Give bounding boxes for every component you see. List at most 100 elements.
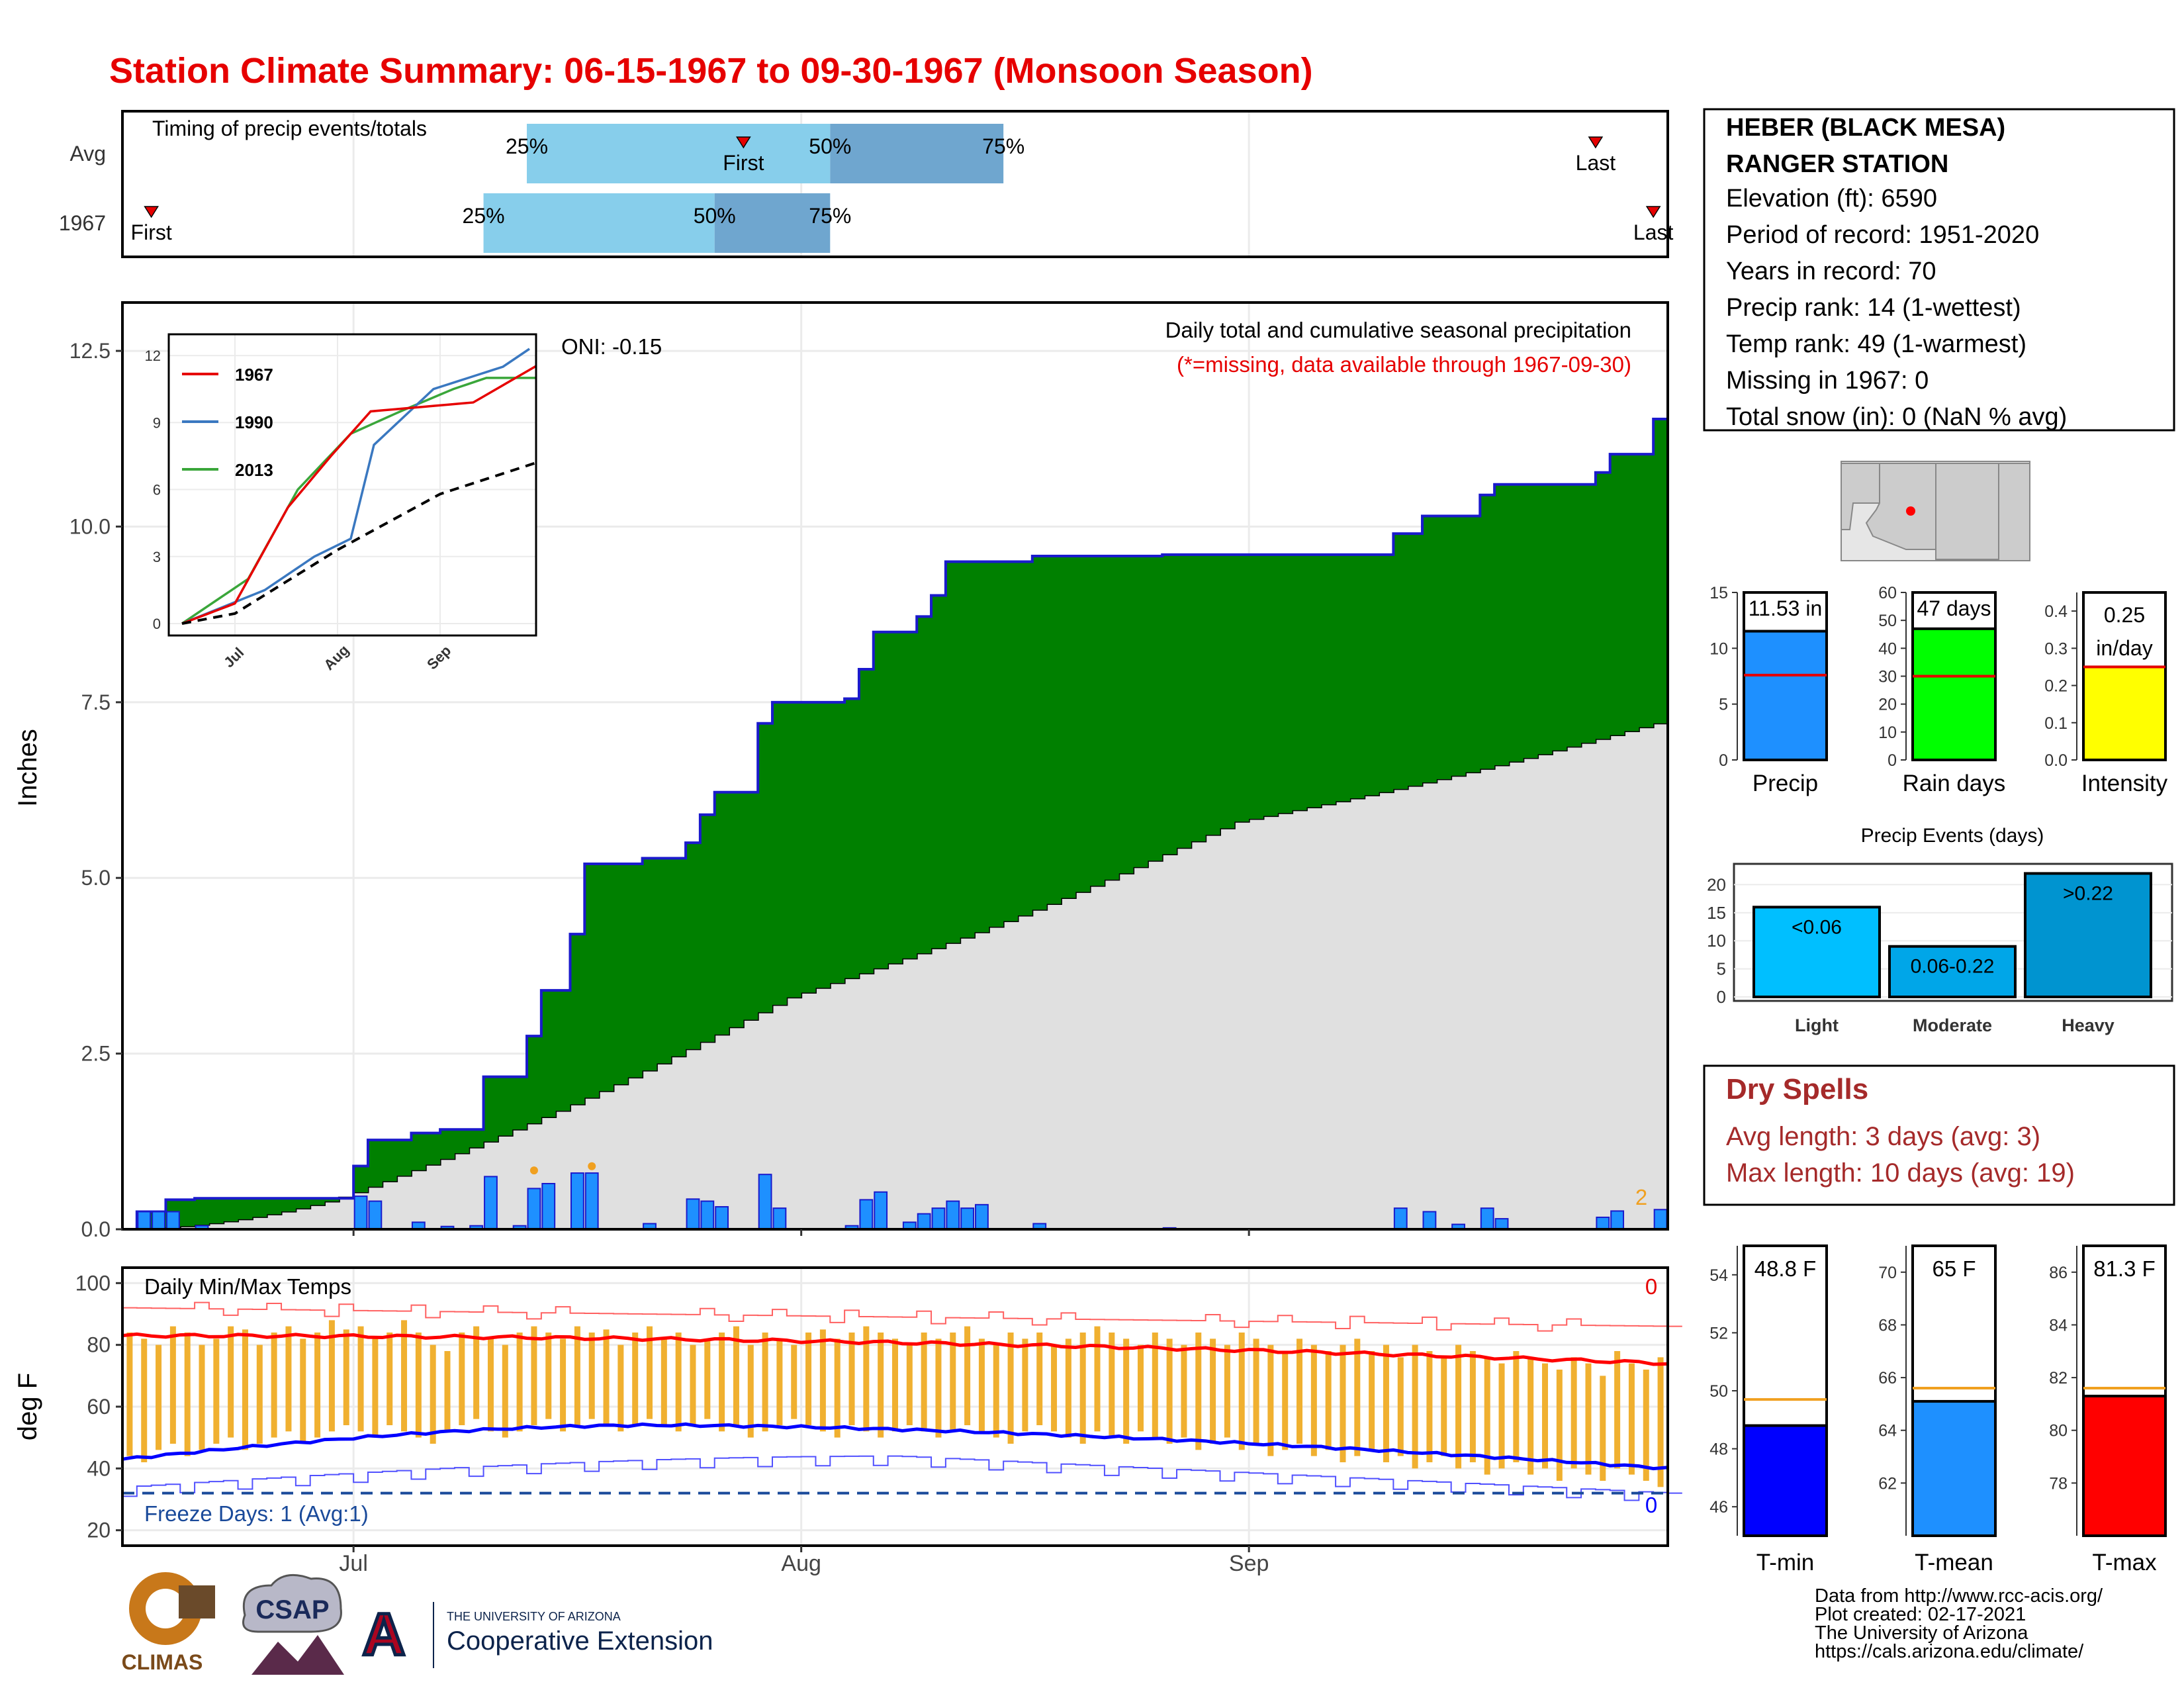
temp-summary-tick-1-3: 68	[1878, 1316, 1897, 1335]
events-inner-2: >0.22	[2063, 882, 2113, 904]
tmin-record-count: 0	[1645, 1493, 1657, 1517]
cumulative-1967-line	[122, 418, 1668, 1231]
avg-cumulative-area	[121, 722, 1669, 1231]
precip-heading: Daily total and cumulative seasonal prec…	[1165, 318, 1631, 342]
temp-label: Daily Min/Max Temps	[144, 1274, 351, 1299]
temp-summary-tick-1-1: 64	[1878, 1422, 1897, 1440]
inset-gridlines	[169, 334, 536, 635]
footer-url: https://cals.arizona.edu/climate/	[1815, 1641, 2084, 1662]
daily-precip-bar	[758, 1174, 772, 1230]
timing-last-marker-0	[1588, 136, 1604, 149]
daily-precip-bar	[1653, 1209, 1668, 1231]
summary-tick-2-1: 0.1	[2044, 714, 2068, 733]
daily-precip-bar	[152, 1211, 165, 1231]
record-tmin-line	[122, 1455, 1682, 1501]
legend-2013-label: 2013	[235, 460, 273, 480]
timing-first-label-0: First	[723, 151, 764, 175]
station-temp-rank: Temp rank: 49 (1-warmest)	[1726, 330, 2026, 358]
summary-tick-2-0: 0.0	[2044, 751, 2068, 770]
events-tick-2: 10	[1707, 931, 1726, 951]
temp-summary-tick-1-2: 66	[1878, 1369, 1897, 1387]
inset-line-1967	[181, 365, 537, 625]
temp-summary-value-2: 81.3 F	[2093, 1256, 2156, 1281]
cumulative-surplus-area	[122, 419, 1668, 1229]
csap-cloud	[242, 1573, 342, 1633]
events-title: Precip Events (days)	[1861, 825, 2044, 847]
daily-precip-bars	[137, 1162, 1668, 1231]
station-location-marker	[1906, 506, 1915, 516]
avg-tmax-line	[122, 1332, 1668, 1366]
ua-a-mark: A	[363, 1602, 406, 1668]
daily-precip-bar	[1393, 1207, 1408, 1230]
station-years: Years in record: 70	[1726, 258, 1936, 285]
precip-ytick-4: 10.0	[69, 514, 111, 538]
daily-precip-bar	[859, 1199, 874, 1231]
summary-tick-1-3: 30	[1878, 668, 1897, 686]
timing-q2-bar-0	[830, 124, 1004, 183]
dry-spells-title: Dry Spells	[1726, 1073, 1868, 1105]
inset-ytick-2: 6	[153, 482, 161, 498]
summary-label-2: Intensity	[2081, 771, 2168, 796]
daily-precip-bar	[584, 1172, 599, 1230]
timing-pct-1-1: 50%	[694, 204, 736, 228]
timing-first-label-1: First	[131, 220, 172, 244]
temp-summary-tick-0-1: 48	[1709, 1440, 1728, 1459]
timing-pct-0-0: 25%	[506, 134, 548, 158]
daily-precip-bar	[165, 1211, 180, 1231]
station-frame	[1703, 108, 2175, 432]
inset-line-1990	[181, 348, 530, 625]
footer-source: Data from http://www.rcc-acis.org/	[1815, 1585, 2103, 1607]
precip-ytick-3: 7.5	[81, 690, 111, 714]
precip-ytick-5: 12.5	[69, 339, 111, 363]
summary-tick-1-0: 0	[1888, 751, 1897, 770]
temp-ytick-0: 20	[87, 1519, 111, 1542]
summary-tick-0-1: 5	[1719, 696, 1728, 714]
daily-precip-bar	[975, 1203, 989, 1231]
temp-xtick-aug: Aug	[781, 1551, 821, 1576]
temp-xtick-sep: Sep	[1229, 1551, 1269, 1576]
summary-tick-1-1: 10	[1878, 724, 1897, 742]
station-elevation: Elevation (ft): 6590	[1726, 185, 1937, 212]
dry-spells-box: Dry Spells Avg length: 3 days (avg: 3) M…	[1703, 1064, 2175, 1206]
temp-summary-bar-t-max	[2082, 1394, 2167, 1537]
summary-label-0: Precip	[1752, 771, 1818, 796]
station-period: Period of record: 1951-2020	[1726, 221, 2039, 249]
temp-summary-label-2: T-max	[2092, 1550, 2157, 1575]
daily-precip-bar	[700, 1200, 715, 1230]
daily-precip-bar	[1494, 1218, 1509, 1230]
timing-last-label-1: Last	[1633, 220, 1674, 244]
inset-ytick-1: 3	[153, 549, 161, 565]
temp-ytick-3: 80	[87, 1333, 111, 1357]
summary-tick-1-2: 20	[1878, 696, 1897, 714]
inset-series	[181, 348, 537, 625]
inset-ytick-0: 0	[153, 616, 161, 632]
temp-summary-tick-0-0: 46	[1709, 1498, 1728, 1517]
timing-q2-bar-1	[714, 193, 831, 253]
temp-x-ticks: Jul Aug Sep	[339, 1546, 1269, 1576]
figure-title: Station Climate Summary: 06-15-1967 to 0…	[109, 51, 1313, 91]
daily-precip-bar	[1422, 1211, 1437, 1231]
events-tick-4: 20	[1707, 874, 1726, 894]
precip-ytick-0: 0.0	[81, 1217, 111, 1241]
summary-tick-1-5: 50	[1878, 612, 1897, 630]
temp-xtick-jul: Jul	[339, 1551, 367, 1576]
oni-value: ONI: -0.15	[561, 334, 662, 359]
daily-precip-bar	[874, 1191, 888, 1230]
temp-ytick-4: 100	[75, 1271, 111, 1295]
inset-ytick-4: 12	[145, 348, 161, 364]
daily-precip-bar	[137, 1211, 152, 1231]
footer-created: Plot created: 02-17-2021	[1815, 1604, 2026, 1625]
summary-tick-2-4: 0.4	[2044, 602, 2068, 621]
precip-y-ticks: 0.0 2.5 5.0 7.5 10.0 12.5	[69, 339, 1250, 1241]
precip-ytick-2: 5.0	[81, 866, 111, 890]
temp-summary-tick-2-0: 78	[2049, 1474, 2068, 1493]
timing-q1-bar-1	[483, 193, 715, 253]
dry-spells-frame	[1703, 1064, 2175, 1206]
timing-row-1967-label: 1967	[59, 211, 106, 235]
summary-tick-2-3: 0.3	[2044, 639, 2068, 658]
freeze-days: Freeze Days: 1 (Avg:1)	[144, 1501, 369, 1526]
dry-spells-max: Max length: 10 days (avg: 19)	[1726, 1158, 2075, 1188]
record-day-marker-0	[529, 1166, 538, 1175]
